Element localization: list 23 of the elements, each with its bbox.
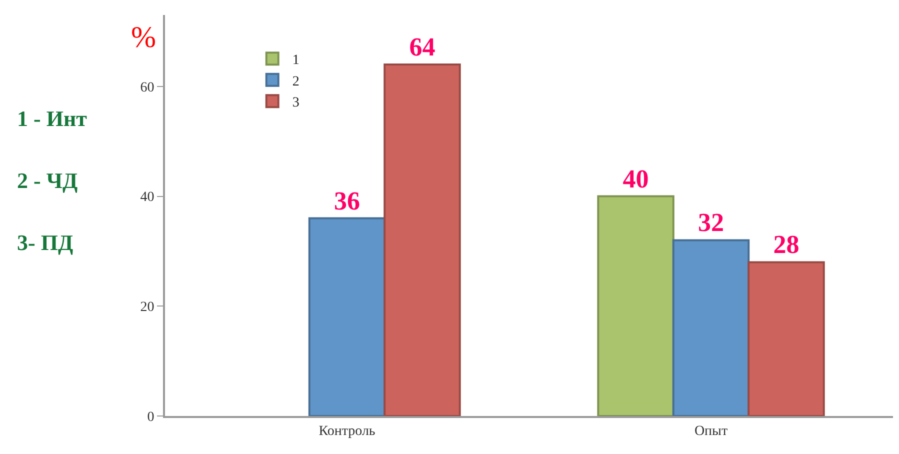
text: 2 - ЧД [17, 168, 78, 193]
y-tick-label: 40 [140, 190, 154, 206]
text: 1 - Инт [17, 106, 88, 131]
bar [748, 261, 825, 416]
data-label: 40 [622, 164, 649, 194]
legend-label: 1 [292, 53, 300, 68]
legend-label: 3 [292, 96, 300, 111]
y-tick-label: 60 [140, 80, 154, 96]
x-tick-label: Опыт [694, 424, 728, 439]
x-tick-label: Контроль [318, 424, 376, 439]
y-tick-label: 20 [140, 300, 154, 316]
y-tick-label: 0 [147, 410, 154, 425]
data-label: 28 [773, 230, 800, 260]
bar [672, 239, 750, 416]
y-axis-title: % [131, 21, 156, 54]
data-label: 36 [334, 186, 360, 216]
bar [597, 195, 674, 416]
data-label: 64 [409, 32, 436, 62]
bar [308, 217, 386, 416]
legend-label: 2 [292, 74, 300, 90]
text: 3- ПД [17, 230, 74, 255]
data-label: 32 [698, 208, 724, 238]
bar [384, 63, 461, 416]
